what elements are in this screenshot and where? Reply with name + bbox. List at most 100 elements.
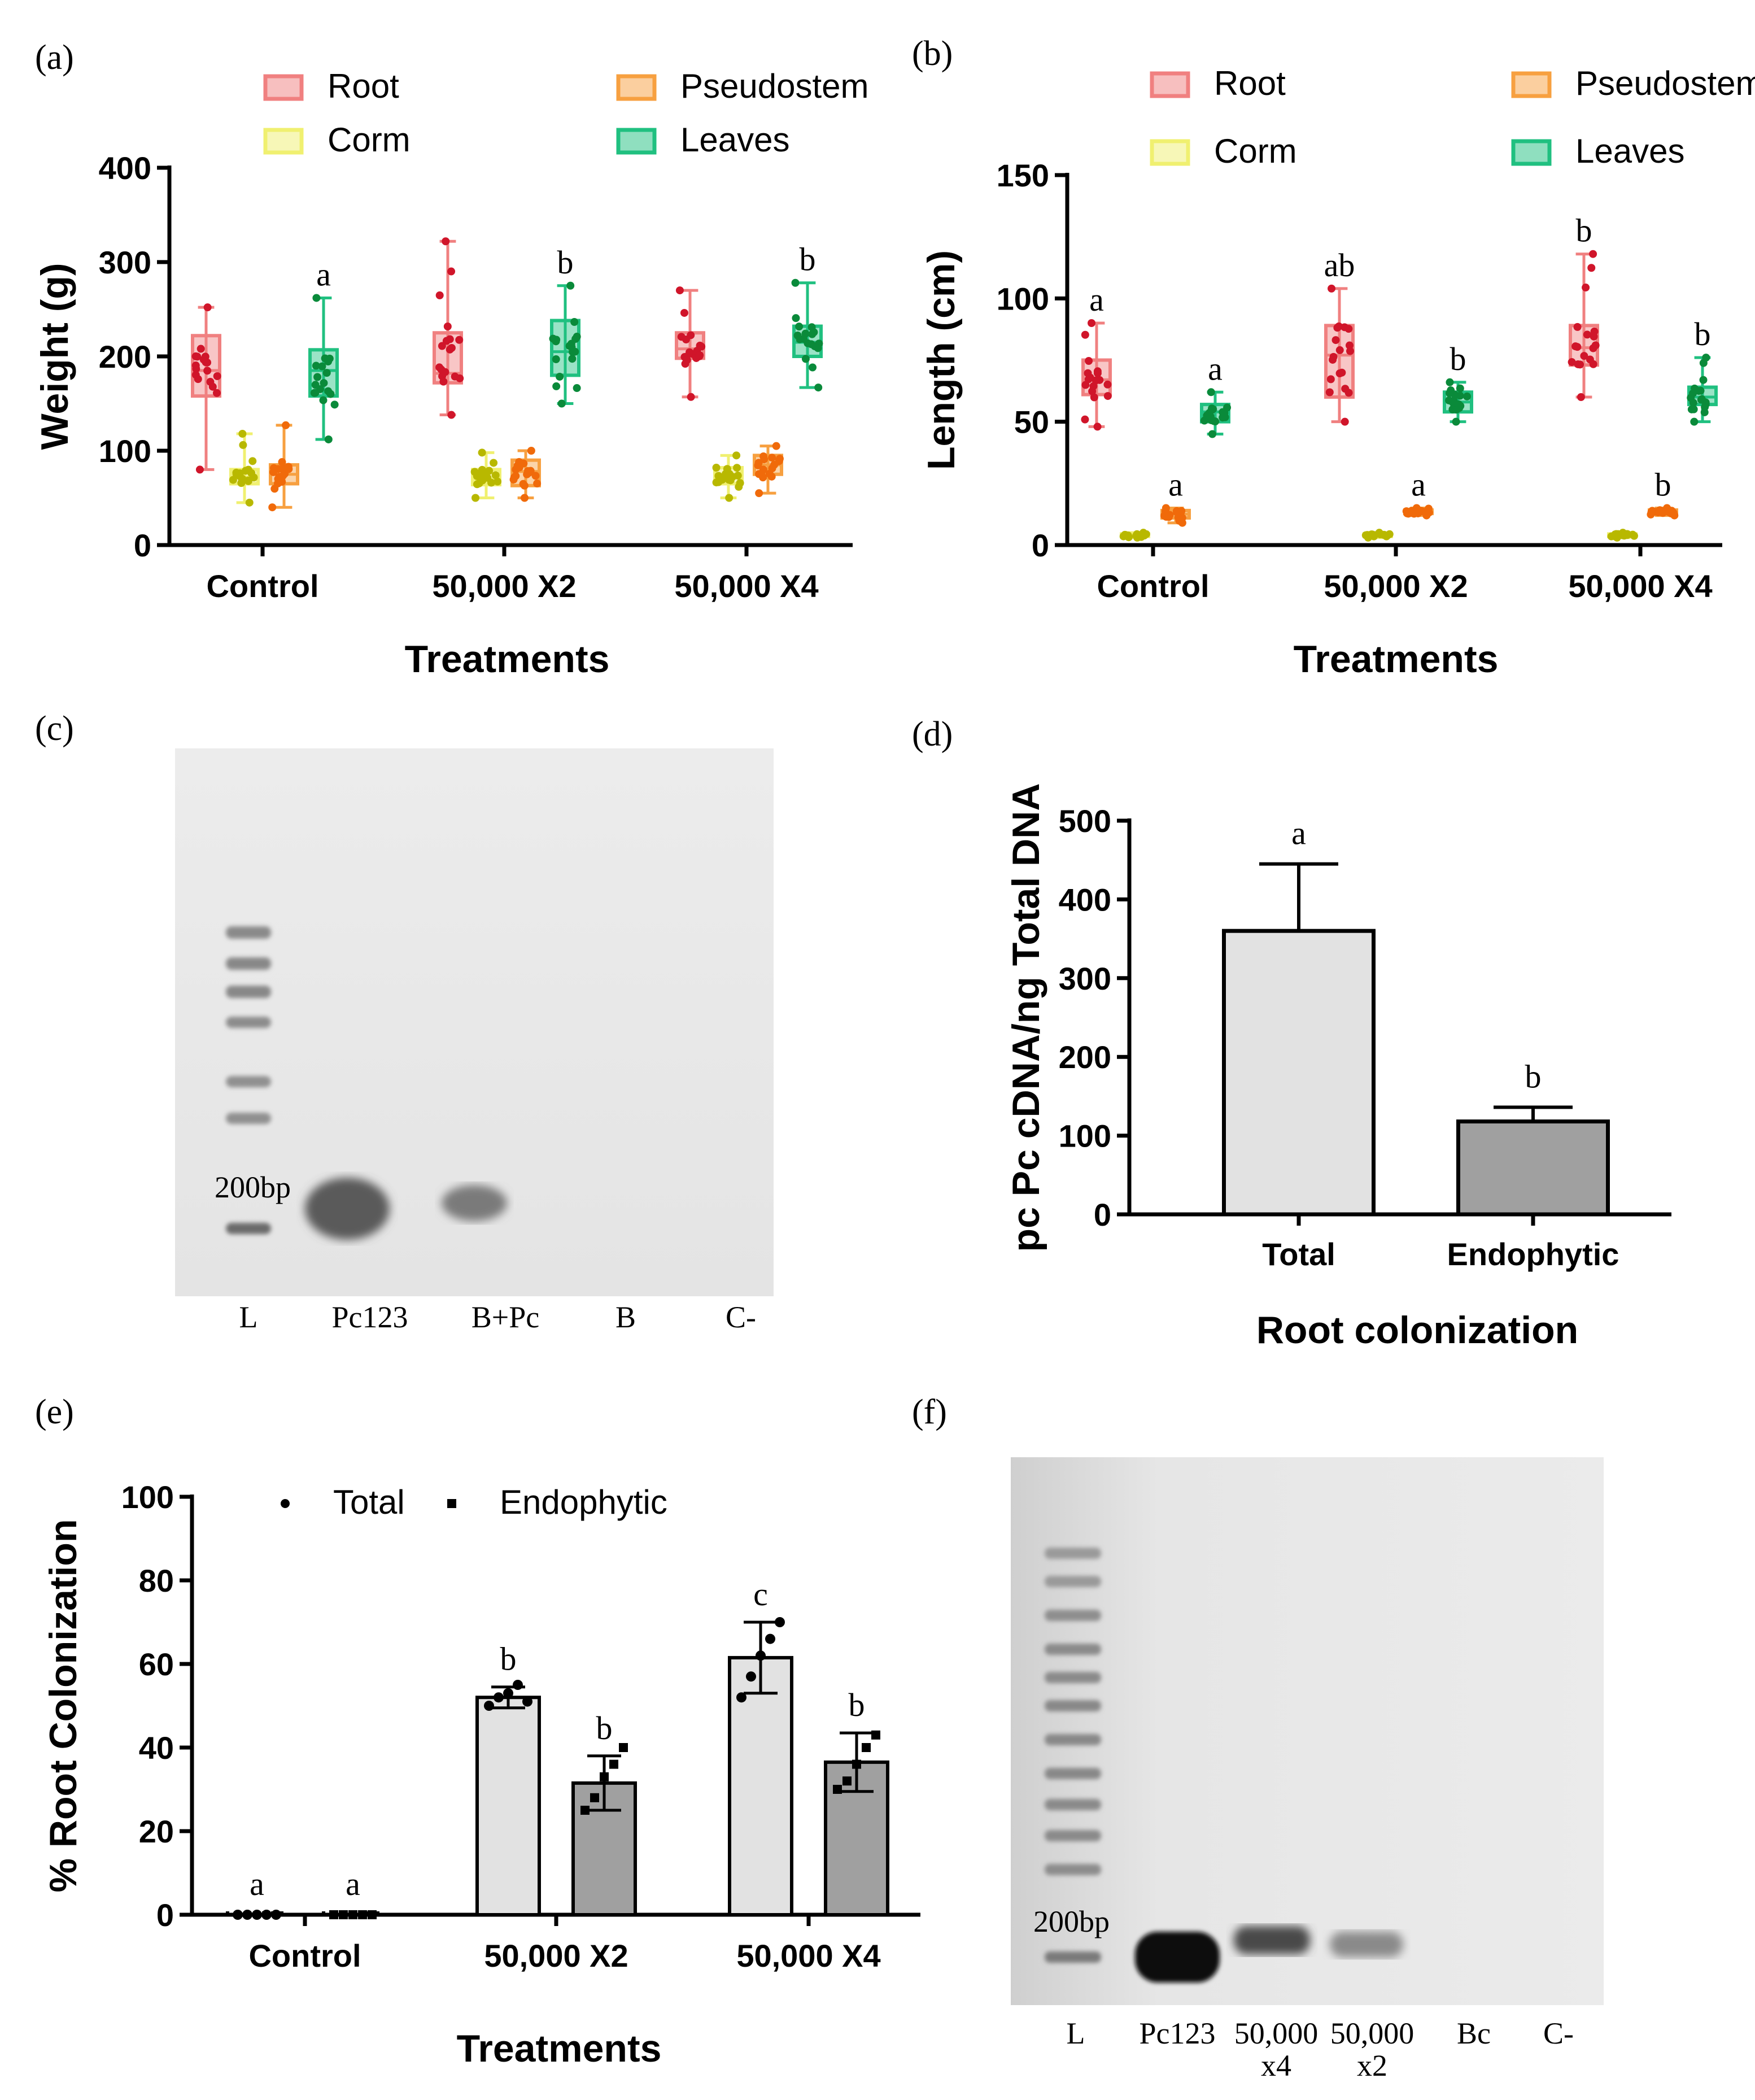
data-point [212,389,221,397]
data-point [310,389,318,397]
data-point [772,442,780,450]
data-point [322,369,331,377]
data-point [725,494,734,502]
chart-a-legend-swatch-pseudostem [616,74,657,101]
data-point [443,323,452,331]
chart-b-box-leaves-control: a [1200,350,1232,438]
data-point [1446,378,1454,386]
data-point [1370,532,1378,541]
data-point [245,498,254,507]
significance-letter: b [1450,341,1466,377]
gel-c-lane-b-pc: B+Pc [472,1300,539,1334]
data-point [261,1910,272,1920]
data-point [192,365,200,373]
significance-letter: a [250,1866,264,1902]
data-point [1452,417,1460,426]
chart-a-legend-root: Root [328,67,399,105]
data-point [573,384,581,393]
chart-e-category-control: Control [248,1938,361,1973]
gel-c-marker-label: 200bp [215,1170,291,1204]
data-point [368,1910,377,1919]
data-point [491,471,500,480]
data-point [733,464,741,472]
data-point [494,1692,504,1703]
chart-b-legend-leaves: Leaves [1575,132,1684,170]
data-point [552,355,560,364]
data-point [756,1650,766,1661]
panel-label-f: (f) [912,1393,947,1431]
data-point [1333,324,1342,332]
data-point [1382,531,1390,540]
gel-f-band-pc123 [1135,1932,1220,1983]
data-point [248,457,257,465]
data-point [801,355,810,363]
gel-c-lane-pc123: Pc123 [332,1300,408,1334]
chart-e-legend-total: Total [333,1483,405,1521]
data-point [324,357,333,365]
data-point [1455,404,1464,412]
data-point [1085,357,1093,365]
gel-f-ladder [1045,1548,1101,1963]
gel-c-band-bpc [442,1185,507,1221]
data-point [754,461,762,469]
data-point [1404,508,1412,517]
data-point [1699,359,1708,367]
data-point [810,342,819,351]
chart-e-bar-endophytic-50-000-x2: b [571,1710,637,1916]
data-point [232,468,241,477]
data-point [274,465,282,473]
data-point [442,237,450,246]
chart-b-box-corm-control [1119,529,1150,542]
data-point [195,465,204,474]
gel-f-band-50000x2 [1330,1932,1403,1957]
significance-letter: b [849,1687,865,1723]
data-point [487,478,496,487]
data-point [1326,375,1335,384]
data-point [313,373,322,381]
data-point [1338,368,1346,377]
data-point [1138,531,1147,539]
data-point [696,351,704,359]
data-point [796,335,804,343]
data-point [435,291,444,299]
data-point [871,1730,880,1740]
data-point [1667,507,1676,515]
data-point [1699,376,1708,384]
data-point [268,503,277,512]
data-point [567,343,576,351]
chart-b-y-tick-label: 100 [997,281,1049,316]
data-point [1088,319,1096,327]
chart-b-box-corm-50-000-x4 [1607,529,1638,542]
data-point [531,472,540,480]
data-point [478,465,486,474]
data-point [552,337,560,346]
significance-letter: a [316,256,331,293]
significance-letter: a [346,1866,360,1902]
significance-letter: a [1208,350,1223,387]
data-point [513,1680,523,1690]
data-point [1081,381,1090,389]
data-point [714,478,723,486]
data-point [271,1910,281,1920]
data-point [438,342,446,350]
data-point [329,1910,338,1919]
data-point [580,1806,590,1815]
chart-a-legend-swatch-leaves [616,128,657,155]
data-point [1103,380,1112,389]
chart-d-y-tick-label: 300 [1059,961,1111,996]
significance-letter: b [557,244,574,281]
chart-e-bar-total-50-000-x2: b [475,1641,541,1916]
data-point [533,480,542,488]
chart-e-legend-marker-endophytic [447,1499,456,1508]
data-point [270,485,279,493]
gel-c-lane-b: B [615,1300,636,1334]
data-point [1573,323,1582,331]
data-point [238,429,247,438]
data-point [759,452,768,460]
data-point [759,465,767,474]
data-point [1424,504,1433,513]
chart-a-x-axis-title: Treatments [405,638,610,681]
data-point [238,476,246,485]
data-point [455,336,464,344]
